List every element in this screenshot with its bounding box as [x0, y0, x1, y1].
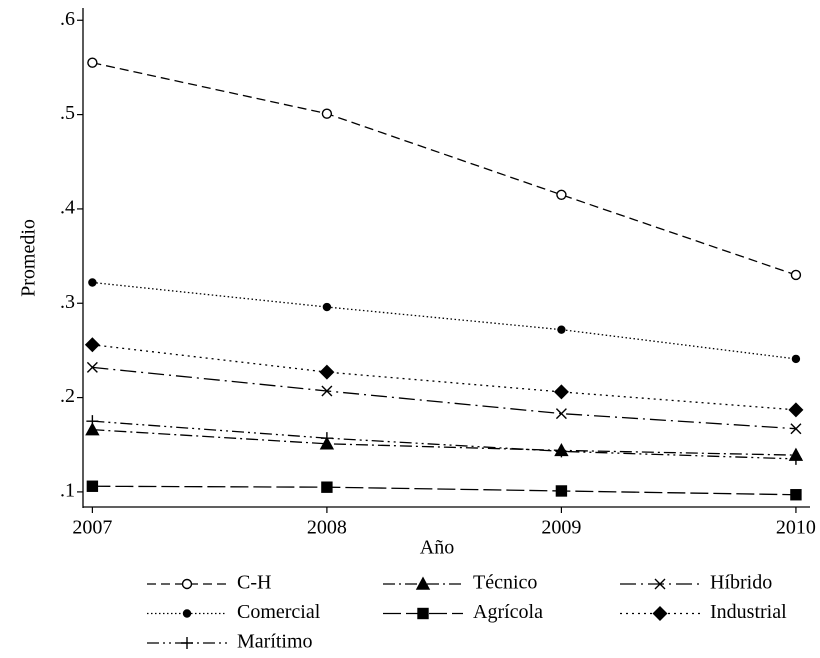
marker-shape: [415, 576, 431, 590]
marker-shape: [181, 578, 193, 590]
marker-shape: [555, 485, 568, 497]
marker-shape: [322, 302, 332, 312]
marker-shape: [320, 432, 333, 445]
y-tick-label: .5: [60, 102, 75, 124]
legend-marker: [417, 607, 429, 620]
marker: [87, 57, 98, 68]
marker: [320, 432, 333, 445]
marker: [86, 361, 98, 373]
marker-shape: [182, 609, 192, 618]
legend-marker: [415, 576, 431, 590]
y-tick-label: .3: [60, 291, 75, 313]
marker: [555, 485, 568, 497]
marker-shape: [555, 408, 567, 420]
marker: [790, 489, 802, 501]
marker-shape: [88, 278, 97, 287]
marker-shape: [791, 354, 801, 364]
x-tick-label: 2009: [541, 517, 581, 539]
marker-shape: [84, 337, 100, 353]
marker-shape: [86, 361, 98, 373]
marker-shape: [321, 385, 333, 397]
marker-shape: [557, 325, 566, 334]
marker-shape: [319, 364, 335, 380]
marker: [85, 422, 100, 436]
marker: [556, 189, 567, 200]
marker: [321, 385, 333, 397]
legend-marker: [182, 609, 192, 618]
marker: [789, 452, 802, 465]
series-line: [92, 485, 796, 496]
legend-label: Comercial: [237, 601, 321, 623]
marker: [791, 354, 801, 364]
legend-marker: [652, 606, 668, 621]
legend-label: Agrícola: [473, 601, 543, 623]
marker: [555, 445, 568, 458]
y-tick-label: .2: [60, 385, 75, 407]
marker-shape: [321, 108, 333, 119]
marker: [790, 423, 802, 435]
series-line: [92, 429, 796, 456]
marker: [553, 384, 569, 400]
x-tick-label: 2007: [72, 517, 112, 539]
marker-shape: [181, 637, 193, 649]
marker: [557, 325, 566, 334]
marker-shape: [417, 607, 429, 620]
marker: [322, 302, 332, 312]
marker-shape: [790, 489, 802, 501]
marker-shape: [654, 578, 666, 590]
marker-shape: [788, 402, 804, 418]
series-line: [92, 281, 797, 360]
marker-shape: [87, 57, 98, 68]
marker: [86, 415, 99, 428]
legend-marker: [654, 578, 666, 590]
marker: [321, 108, 333, 119]
marker-shape: [553, 384, 569, 400]
series-line: [92, 420, 796, 460]
y-tick-label: .6: [60, 8, 75, 30]
marker-shape: [790, 423, 802, 435]
legend-label: Marítimo: [237, 631, 313, 653]
marker-shape: [321, 481, 333, 493]
marker-shape: [85, 422, 100, 436]
marker-shape: [789, 452, 802, 465]
marker: [88, 278, 97, 287]
y-axis-label: Promedio: [18, 219, 40, 297]
x-tick-label: 2008: [307, 517, 347, 539]
marker: [321, 481, 333, 493]
marker: [555, 408, 567, 420]
marker: [319, 364, 335, 380]
marker-shape: [652, 606, 668, 621]
x-axis-label: Año: [420, 537, 454, 559]
legend-label: Híbrido: [710, 572, 772, 594]
series-line: [92, 366, 796, 430]
y-tick-label: .4: [60, 197, 75, 219]
legend-marker: [181, 637, 193, 649]
marker-shape: [86, 415, 99, 428]
y-tick-label: .1: [60, 480, 75, 502]
marker-shape: [790, 269, 802, 281]
marker: [788, 402, 804, 418]
legend-label: Técnico: [473, 572, 537, 594]
marker: [86, 480, 99, 492]
marker-shape: [556, 189, 567, 200]
marker-shape: [555, 445, 568, 458]
marker-shape: [86, 480, 99, 492]
legend-marker: [181, 578, 193, 590]
marker: [790, 269, 802, 281]
series-line: [92, 344, 796, 411]
legend-label: Industrial: [710, 601, 787, 623]
marker: [84, 337, 100, 353]
legend-label: C-H: [237, 572, 271, 594]
x-tick-label: 2010: [776, 517, 816, 539]
series-line: [92, 62, 797, 276]
